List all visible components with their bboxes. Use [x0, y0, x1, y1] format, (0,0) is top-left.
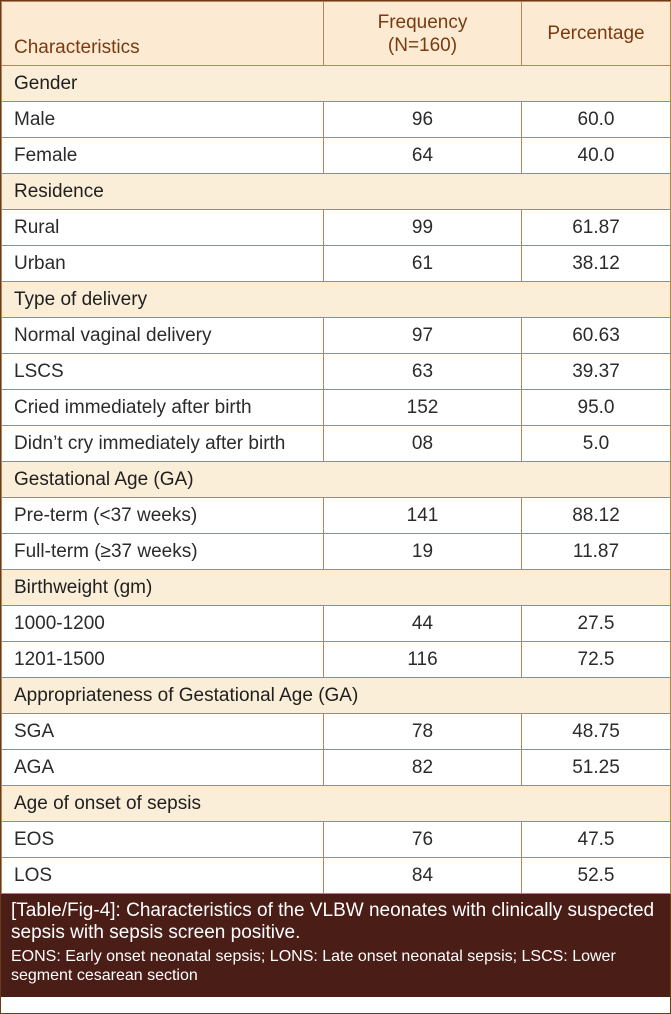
- table-row: 1201-1500 116 72.5: [1, 641, 671, 678]
- row-label: Rural: [1, 209, 324, 246]
- group-row: Birthweight (gm): [1, 569, 671, 606]
- row-label: Female: [1, 137, 324, 174]
- table-row: LSCS 63 39.37: [1, 353, 671, 390]
- row-percentage: 11.87: [521, 533, 671, 570]
- table-row: Female 64 40.0: [1, 137, 671, 174]
- row-frequency: 63: [323, 353, 522, 390]
- table-row: Rural 99 61.87: [1, 209, 671, 246]
- group-row: Gender: [1, 65, 671, 102]
- table-body: Gender Male 96 60.0 Female 64 40.0 Residence Rur…: [1, 65, 671, 894]
- row-frequency: 97: [323, 317, 522, 354]
- row-frequency: 99: [323, 209, 522, 246]
- row-percentage: 51.25: [521, 749, 671, 786]
- row-frequency: 152: [323, 389, 522, 426]
- table-row: Urban 61 38.12: [1, 245, 671, 282]
- header-characteristics: Characteristics: [1, 1, 324, 66]
- row-percentage: 60.0: [521, 101, 671, 138]
- row-label: Pre-term (<37 weeks): [1, 497, 324, 534]
- row-percentage: 48.75: [521, 713, 671, 750]
- group-row: Gestational Age (GA): [1, 461, 671, 498]
- row-frequency: 64: [323, 137, 522, 174]
- group-row: Appropriateness of Gestational Age (GA): [1, 677, 671, 714]
- table-row: Pre-term (<37 weeks) 141 88.12: [1, 497, 671, 534]
- row-percentage: 47.5: [521, 821, 671, 858]
- characteristics-table: Characteristics Frequency (N=160) Percen…: [1, 1, 671, 894]
- header-frequency-line1: Frequency: [377, 11, 468, 33]
- row-percentage: 60.63: [521, 317, 671, 354]
- header-row: Characteristics Frequency (N=160) Percen…: [1, 1, 671, 66]
- row-label: Full-term (≥37 weeks): [1, 533, 324, 570]
- header-percentage: Percentage: [521, 1, 671, 66]
- header-frequency-line2: (N=160): [387, 34, 458, 56]
- group-title: Appropriateness of Gestational Age (GA): [1, 677, 671, 714]
- table-row: Normal vaginal delivery 97 60.63: [1, 317, 671, 354]
- table-row: SGA 78 48.75: [1, 713, 671, 750]
- row-frequency: 08: [323, 425, 522, 462]
- table-row: EOS 76 47.5: [1, 821, 671, 858]
- group-title: Gestational Age (GA): [1, 461, 671, 498]
- row-percentage: 39.37: [521, 353, 671, 390]
- caption-main: [Table/Fig-4]: Characteristics of the VL…: [11, 900, 660, 944]
- row-label: Cried immediately after birth: [1, 389, 324, 426]
- table-row: Cried immediately after birth 152 95.0: [1, 389, 671, 426]
- group-title: Age of onset of sepsis: [1, 785, 671, 822]
- figure-caption: [Table/Fig-4]: Characteristics of the VL…: [1, 894, 670, 997]
- group-title: Type of delivery: [1, 281, 671, 318]
- group-row: Age of onset of sepsis: [1, 785, 671, 822]
- row-percentage: 40.0: [521, 137, 671, 174]
- row-label: Didn’t cry immediately after birth: [1, 425, 324, 462]
- group-row: Residence: [1, 173, 671, 210]
- row-percentage: 72.5: [521, 641, 671, 678]
- row-frequency: 84: [323, 857, 522, 894]
- row-frequency: 44: [323, 605, 522, 642]
- table-row: AGA 82 51.25: [1, 749, 671, 786]
- caption-text: Characteristics of the VLBW neonates wit…: [11, 900, 655, 943]
- row-frequency: 141: [323, 497, 522, 534]
- table-row: 1000-1200 44 27.5: [1, 605, 671, 642]
- table-row: Didn’t cry immediately after birth 08 5.0: [1, 425, 671, 462]
- row-label: AGA: [1, 749, 324, 786]
- row-frequency: 76: [323, 821, 522, 858]
- row-percentage: 38.12: [521, 245, 671, 282]
- table-row: Full-term (≥37 weeks) 19 11.87: [1, 533, 671, 570]
- row-percentage: 61.87: [521, 209, 671, 246]
- row-percentage: 5.0: [521, 425, 671, 462]
- group-title: Gender: [1, 65, 671, 102]
- row-label: Urban: [1, 245, 324, 282]
- row-percentage: 95.0: [521, 389, 671, 426]
- row-label: LOS: [1, 857, 324, 894]
- row-percentage: 52.5: [521, 857, 671, 894]
- row-label: 1000-1200: [1, 605, 324, 642]
- row-percentage: 27.5: [521, 605, 671, 642]
- group-row: Type of delivery: [1, 281, 671, 318]
- caption-abbreviations: EONS: Early onset neonatal sepsis; LONS:…: [11, 948, 616, 984]
- table-header: Characteristics Frequency (N=160) Percen…: [1, 1, 671, 66]
- row-frequency: 96: [323, 101, 522, 138]
- row-label: SGA: [1, 713, 324, 750]
- table-row: Male 96 60.0: [1, 101, 671, 138]
- row-frequency: 116: [323, 641, 522, 678]
- row-label: LSCS: [1, 353, 324, 390]
- row-frequency: 19: [323, 533, 522, 570]
- row-label: EOS: [1, 821, 324, 858]
- row-frequency: 61: [323, 245, 522, 282]
- row-label: Male: [1, 101, 324, 138]
- row-frequency: 82: [323, 749, 522, 786]
- caption-tag: [Table/Fig-4]:: [11, 900, 121, 921]
- group-title: Residence: [1, 173, 671, 210]
- row-frequency: 78: [323, 713, 522, 750]
- row-label: 1201-1500: [1, 641, 324, 678]
- table-row: LOS 84 52.5: [1, 857, 671, 894]
- row-label: Normal vaginal delivery: [1, 317, 324, 354]
- header-frequency: Frequency (N=160): [323, 1, 522, 66]
- row-percentage: 88.12: [521, 497, 671, 534]
- group-title: Birthweight (gm): [1, 569, 671, 606]
